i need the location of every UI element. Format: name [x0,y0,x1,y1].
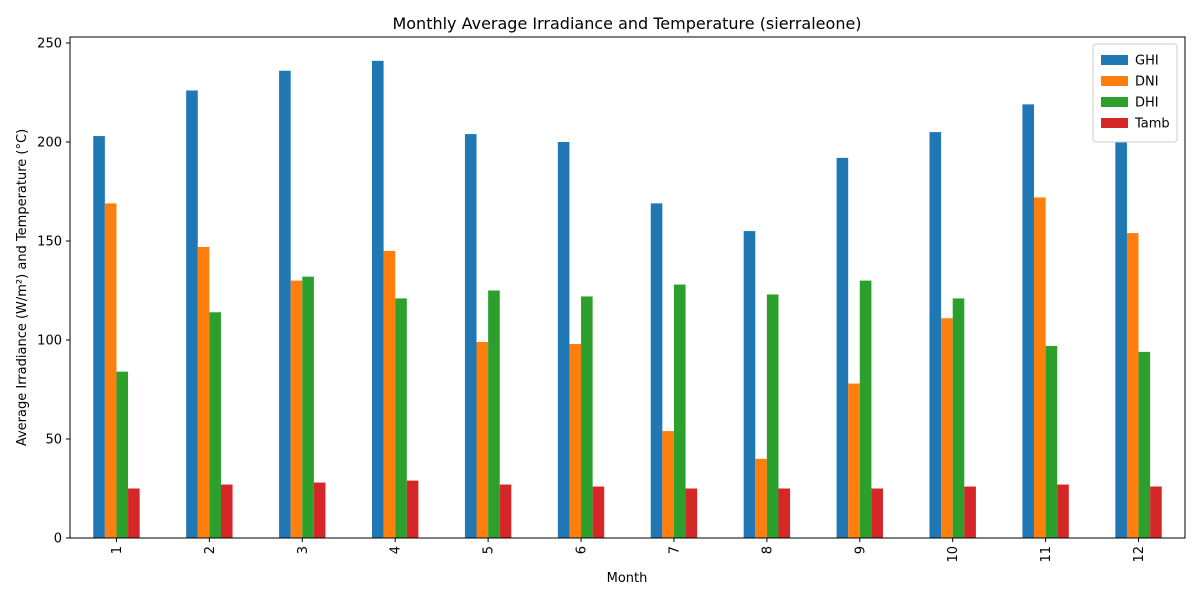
bar-tamb-month-6 [592,486,605,538]
y-axis-label: Average Irradiance (W/m²) and Temperatur… [15,129,30,446]
x-tick-label-6: 6 [575,546,590,554]
legend-box [1092,43,1178,143]
x-tick-label-7: 7 [667,546,682,554]
legend-swatch-dni [1101,76,1128,86]
bar-tamb-month-9 [871,488,883,538]
bar-ghi-month-8 [743,231,756,538]
x-tick-label-3: 3 [296,546,311,554]
x-tick-label-11: 11 [1039,546,1054,563]
bar-dni-month-2 [197,246,210,538]
legend-label-dni: DNI [1135,75,1159,90]
legend-label-ghi: GHI [1135,54,1159,69]
bar-dhi-month-10 [952,298,965,538]
x-axis: 1 2 3 4 5 6 7 8 9 10 11 12 [110,538,1147,563]
bar-ghi-month-10 [929,132,942,538]
y-tick-label-250: 250 [37,37,62,52]
bar-dni-month-10 [941,318,953,538]
x-tick-label-5: 5 [482,546,497,554]
y-tick-label-150: 150 [37,235,62,250]
legend-swatch-tamb [1101,118,1128,128]
bar-dni-month-12 [1126,233,1139,538]
bar-tamb-month-1 [128,488,140,538]
x-tick-label-2: 2 [203,546,218,554]
bar-dhi-month-3 [302,276,314,538]
bar-tamb-month-11 [1057,484,1069,538]
bar-ghi-month-6 [557,142,570,538]
bar-dhi-month-12 [1138,351,1151,538]
x-tick-label-10: 10 [946,546,961,563]
bar-ghi-month-7 [650,203,663,538]
plot-frame [69,36,1186,539]
bar-dhi-month-11 [1045,345,1058,538]
bar-dhi-month-9 [859,280,872,538]
legend-label-dhi: DHI [1135,96,1159,111]
bar-ghi-month-1 [93,136,105,538]
bar-dhi-month-8 [766,294,779,538]
bar-dhi-month-4 [395,298,407,538]
x-tick-label-12: 12 [1132,546,1147,563]
bar-ghi-month-11 [1022,104,1035,538]
bar-ghi-month-4 [372,60,384,538]
legend: GHI DNI DHI Tamb [1092,43,1178,143]
bar-dni-month-1 [104,203,117,538]
bar-tamb-month-3 [313,482,326,538]
y-tick-label-100: 100 [37,334,62,349]
bar-dni-month-11 [1034,197,1046,538]
bar-dhi-month-1 [116,371,129,538]
bar-tamb-month-7 [685,488,698,538]
bar-dni-month-5 [476,341,489,538]
y-tick-label-0: 0 [54,532,62,547]
bar-dni-month-6 [569,343,582,538]
bar-tamb-month-12 [1150,486,1162,538]
bar-tamb-month-10 [964,486,976,538]
bar-dhi-month-2 [209,312,221,538]
bar-tamb-month-8 [778,488,791,538]
legend-swatch-ghi [1101,55,1128,65]
bar-ghi-month-12 [1115,142,1127,538]
x-axis-label: Month [607,571,648,586]
bar-dni-month-4 [383,250,396,538]
bar-dni-month-7 [662,431,674,538]
y-tick-label-200: 200 [37,136,62,151]
bar-tamb-month-4 [406,480,419,538]
bar-ghi-month-2 [186,90,198,539]
bar-ghi-month-9 [836,157,849,538]
legend-label-tamb: Tamb [1134,117,1170,132]
legend-swatch-dhi [1101,97,1128,107]
chart-title: Monthly Average Irradiance and Temperatu… [392,14,861,33]
bar-ghi-month-3 [279,70,291,538]
y-axis: 0 50 100 150 200 250 [37,37,70,547]
bars-layer [93,60,1162,539]
x-tick-label-1: 1 [110,546,125,554]
bar-dni-month-3 [290,280,303,538]
x-tick-label-9: 9 [853,546,868,554]
bar-dhi-month-6 [581,296,593,538]
bar-dni-month-9 [848,383,860,538]
x-tick-label-8: 8 [760,546,775,554]
bar-tamb-month-5 [499,484,512,538]
bar-ghi-month-5 [464,134,477,538]
bar-dni-month-8 [755,458,767,538]
y-tick-label-50: 50 [45,433,62,448]
x-tick-label-4: 4 [389,546,404,554]
bar-dhi-month-7 [673,284,686,538]
bar-tamb-month-2 [220,484,233,538]
bar-dhi-month-5 [488,290,500,538]
